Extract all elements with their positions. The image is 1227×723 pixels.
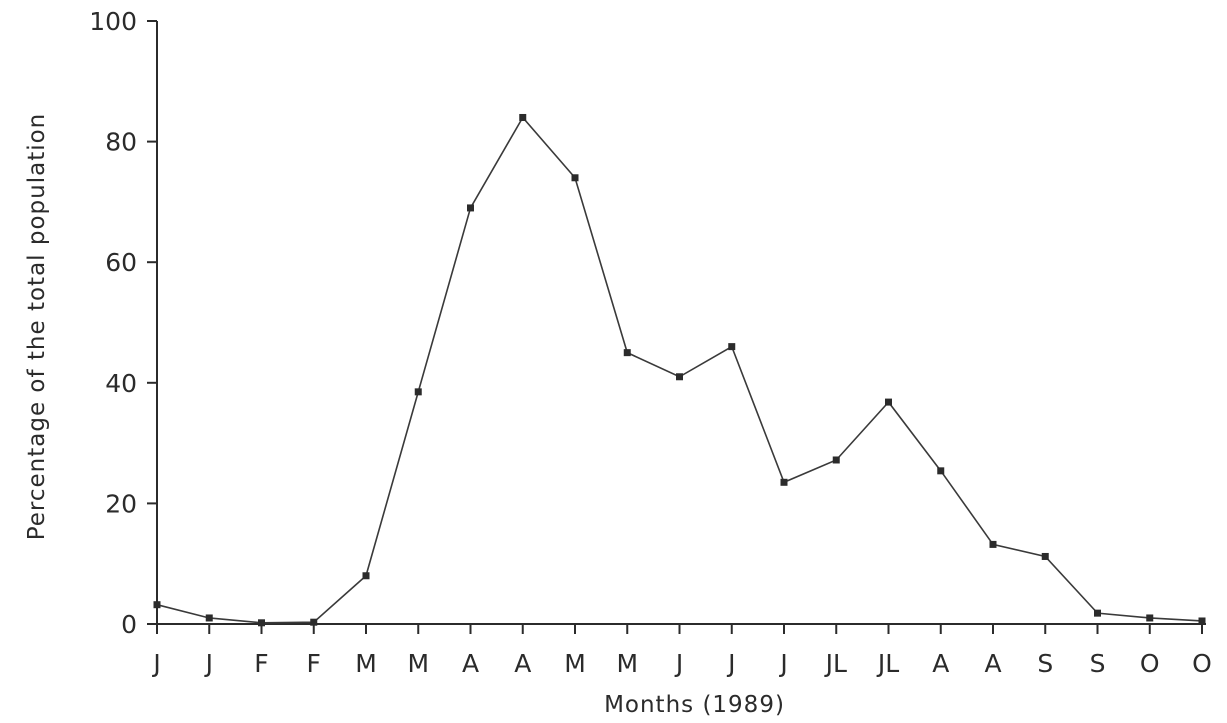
data-point [571, 174, 579, 182]
data-point [989, 540, 997, 548]
data-point [623, 349, 631, 357]
data-point [519, 113, 527, 121]
data-point [676, 373, 683, 381]
y-tick-label: 20 [105, 489, 137, 518]
data-point [1041, 552, 1049, 560]
data-point [362, 572, 370, 580]
y-axis-title: Percentage of the total population [24, 113, 50, 541]
data-point [258, 619, 265, 627]
data-point [832, 456, 840, 464]
x-tick-label: M [564, 649, 586, 678]
y-tick-label: 60 [105, 248, 137, 277]
data-point [937, 467, 945, 475]
x-tick-label: S [1090, 649, 1106, 678]
data-point [414, 388, 422, 396]
y-tick-label: 80 [105, 128, 137, 157]
x-tick-label: F [254, 649, 268, 678]
y-tick-label: 100 [89, 7, 137, 36]
data-point [1094, 609, 1101, 617]
x-tick-label: O [1192, 649, 1212, 678]
x-tick-label: S [1037, 649, 1053, 678]
x-tick-label: O [1140, 649, 1160, 678]
x-tick-label: JL [876, 649, 899, 678]
x-tick-label: J [778, 649, 787, 678]
x-tick-label: A [514, 649, 531, 678]
x-axis-title: Months (1989) [604, 692, 785, 718]
data-point [310, 618, 318, 626]
series-line [156, 116, 1203, 624]
x-tick-label: M [616, 649, 638, 678]
data-point [885, 398, 892, 406]
x-tick-label: F [307, 649, 321, 678]
data-point [153, 601, 161, 609]
data-point [205, 614, 213, 622]
x-tick-label: J [726, 649, 735, 678]
data-point [728, 343, 736, 351]
x-tick-label: J [151, 649, 160, 678]
data-point [1198, 617, 1206, 625]
x-tick-label: JL [824, 649, 847, 678]
y-tick-label: 0 [121, 610, 137, 639]
x-tick-label: A [932, 649, 949, 678]
x-tick-label: M [407, 649, 429, 678]
data-point [467, 204, 474, 212]
data-point [780, 478, 788, 486]
x-axis-ticks: J J F F M M A A M M J J J JL JL A A S S O O [151, 624, 1212, 678]
y-axis-ticks: 0 20 40 60 80 100 [89, 7, 157, 639]
x-tick-label: M [355, 649, 377, 678]
data-point [1146, 614, 1154, 622]
y-tick-label: 40 [105, 369, 137, 398]
x-tick-label: J [204, 649, 213, 678]
x-tick-label: A [984, 649, 1001, 678]
x-tick-label: A [462, 649, 479, 678]
data-points [153, 113, 1206, 627]
x-tick-label: J [674, 649, 683, 678]
